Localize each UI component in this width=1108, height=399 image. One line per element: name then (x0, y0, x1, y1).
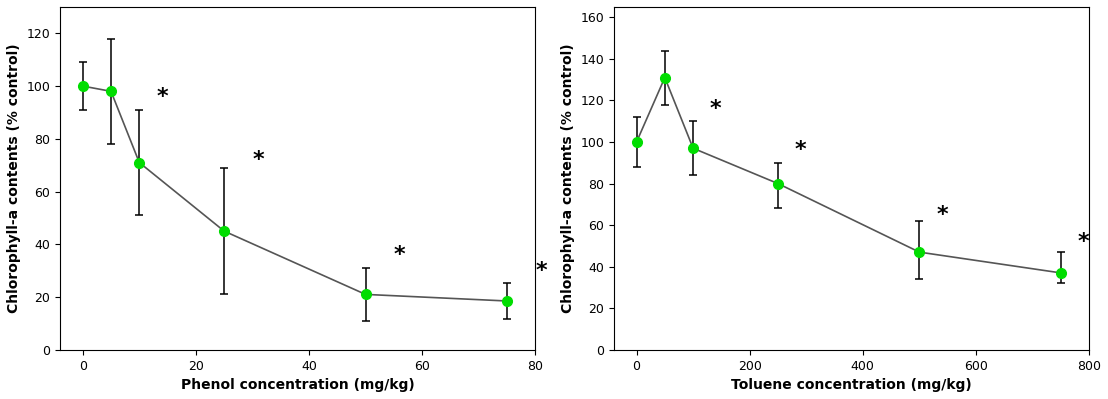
Y-axis label: Chlorophyll-a contents (% control): Chlorophyll-a contents (% control) (7, 43, 21, 313)
Text: *: * (393, 245, 406, 265)
Text: *: * (535, 261, 547, 280)
Text: *: * (156, 87, 168, 107)
X-axis label: Toluene concentration (mg/kg): Toluene concentration (mg/kg) (731, 378, 972, 392)
Text: *: * (1078, 232, 1089, 252)
Text: *: * (710, 99, 721, 119)
Text: *: * (794, 140, 807, 160)
Text: *: * (936, 205, 948, 225)
X-axis label: Phenol concentration (mg/kg): Phenol concentration (mg/kg) (181, 378, 414, 392)
Text: *: * (253, 150, 264, 170)
Y-axis label: Chlorophyll-a contents (% control): Chlorophyll-a contents (% control) (561, 43, 575, 313)
